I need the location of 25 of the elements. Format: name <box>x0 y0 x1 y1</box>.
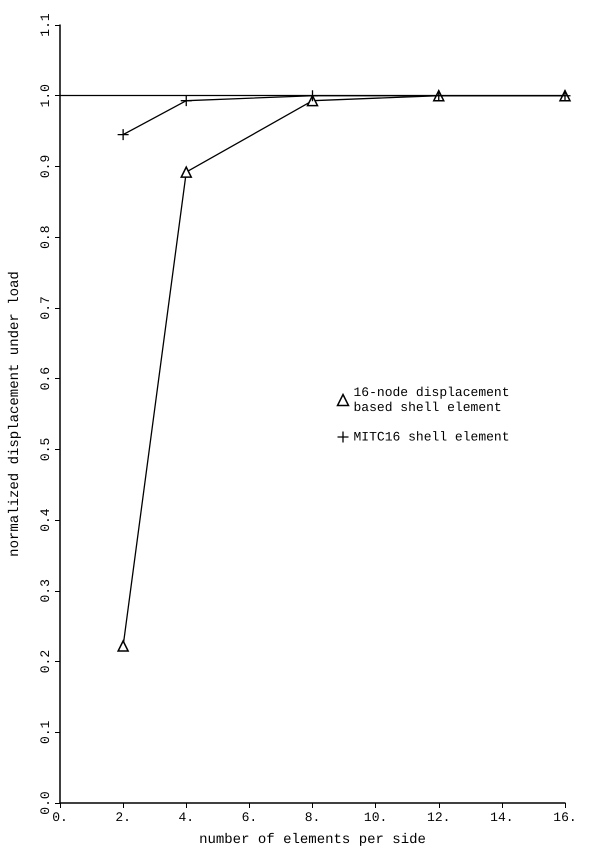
y-tick-label: 0.7 <box>38 296 53 320</box>
legend-label: 16-node displacement based shell element <box>354 385 510 415</box>
x-tick-label: 16. <box>553 810 577 825</box>
x-tick-label: 10. <box>364 810 388 825</box>
x-tick-label: 14. <box>490 810 514 825</box>
y-tick-label: 0.0 <box>38 791 53 815</box>
y-tick-label: 0.1 <box>38 720 53 744</box>
y-tick-label: 0.4 <box>38 508 53 532</box>
x-tick-label: 0. <box>52 810 68 825</box>
x-tick-label: 6. <box>242 810 258 825</box>
x-tick-label: 8. <box>304 810 320 825</box>
y-tick-label: 0.6 <box>38 366 53 390</box>
y-tick-label: 0.3 <box>38 579 53 603</box>
y-axis-title: normalized displacement under load <box>7 271 23 557</box>
x-tick-label: 4. <box>178 810 194 825</box>
y-tick-label: 1.1 <box>38 13 53 37</box>
legend-label: MITC16 shell element <box>354 430 510 444</box>
y-tick-label: 0.8 <box>38 225 53 249</box>
x-tick-label: 12. <box>427 810 450 825</box>
y-tick-label: 0.2 <box>38 650 53 674</box>
y-tick-label: 0.9 <box>38 154 53 178</box>
x-axis-title: number of elements per side <box>199 832 426 848</box>
y-tick-label: 0.5 <box>38 438 53 462</box>
y-tick-label: 1.0 <box>38 84 53 108</box>
x-tick-label: 2. <box>115 810 131 825</box>
